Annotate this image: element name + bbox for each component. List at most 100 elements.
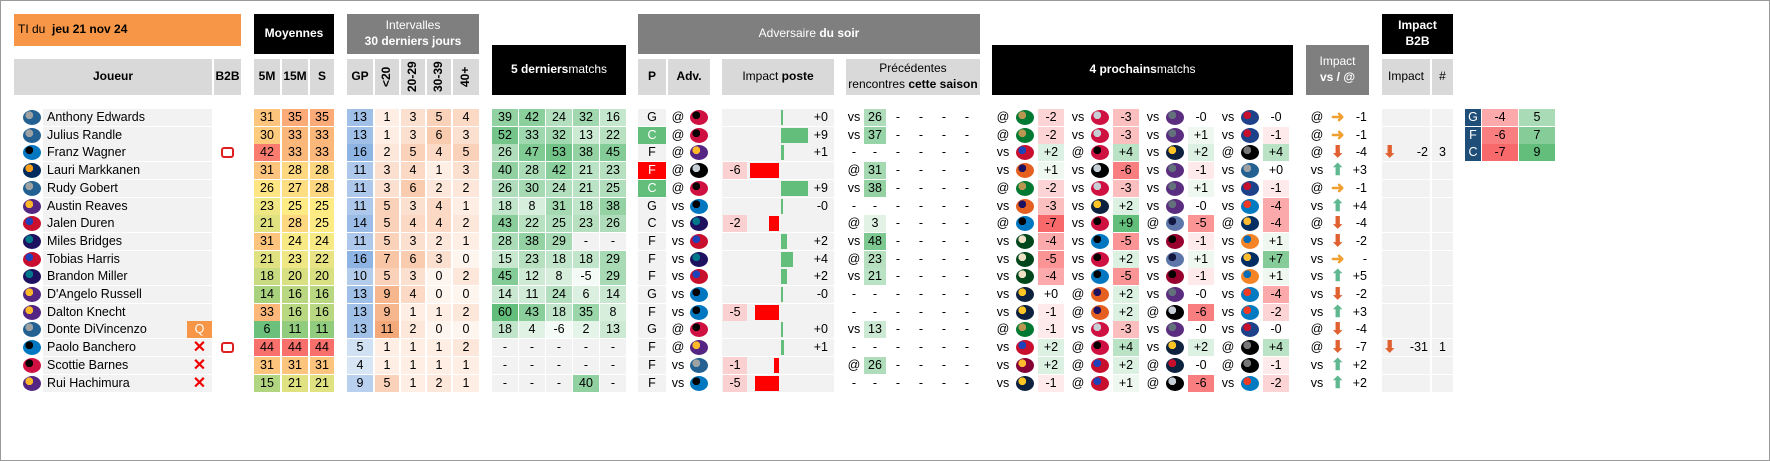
table-row[interactable]: Franz Wagner 42 33 33 16 2 5 4 5 26 47 53 38 45 F @ +1- -… xyxy=(1,144,1471,161)
last5-value: 43 xyxy=(492,215,518,232)
col-2029[interactable]: 20-29 xyxy=(401,59,425,95)
interval-3039: 1 xyxy=(427,304,451,321)
prev-loc: - xyxy=(851,376,857,390)
next-impact: -1 xyxy=(1263,127,1289,144)
prev-loc: - xyxy=(851,340,857,354)
player-name[interactable]: D'Angelo Russell xyxy=(43,286,212,303)
player-name[interactable]: Lauri Markkanen xyxy=(43,162,212,179)
prev-value: - xyxy=(964,287,970,301)
table-row[interactable]: Donte DiVincenzo Q 6 11 11 13 11 2 0 0 18 4 -6 2 13 G @ +… xyxy=(1,321,1471,338)
avg-5m: 23 xyxy=(254,198,280,215)
prev-value: 31 xyxy=(864,162,886,179)
up-arrow-icon: ⬆ xyxy=(1331,198,1345,215)
back-to-back-icon xyxy=(221,342,234,353)
col-p[interactable]: P xyxy=(638,59,666,95)
col-adv[interactable]: Adv. xyxy=(668,59,710,95)
lakers-logo-icon xyxy=(23,287,41,302)
next-loc: @ xyxy=(1071,305,1085,319)
col-15m[interactable]: 15M xyxy=(282,59,308,95)
ti-date-cell[interactable]: TI du jeu 21 nov 24 xyxy=(14,14,241,46)
avg-5m: 6 xyxy=(254,321,280,338)
impact-b2b-header: Impact B2B xyxy=(1382,14,1453,54)
pistons-logo-icon xyxy=(1016,340,1034,355)
b2b-cell xyxy=(214,233,241,250)
last5-value: - xyxy=(600,233,626,250)
player-name[interactable]: Dalton Knecht xyxy=(43,304,212,321)
table-row[interactable]: Anthony Edwards 31 35 35 13 1 3 5 4 39 42 24 32 16 G @ +… xyxy=(1,109,1471,126)
interval-40: 0 xyxy=(453,286,479,303)
player-name[interactable]: Miles Bridges xyxy=(43,233,212,250)
avg-season: 44 xyxy=(310,339,334,356)
interval-3039: 1 xyxy=(427,339,451,356)
last5-value: 26 xyxy=(600,215,626,232)
prev-value: - xyxy=(964,216,970,230)
last5-header: 5 derniers matchs xyxy=(492,45,626,95)
impact-poste-cell xyxy=(722,339,834,356)
pacers-logo-icon xyxy=(1241,252,1259,267)
player-name[interactable]: Julius Randle xyxy=(43,127,212,144)
avg-15m: 33 xyxy=(282,144,308,161)
col-hash[interactable]: # xyxy=(1432,59,1453,95)
out-icon: ✕ xyxy=(192,339,207,356)
table-row[interactable]: Rudy Gobert 26 27 28 11 3 6 2 2 26 30 24 21 25 C @ +9 vs 3… xyxy=(1,180,1471,197)
table-row[interactable]: Julius Randle 30 33 33 13 1 3 6 3 52 33 32 13 22 C @ +9 v… xyxy=(1,127,1471,144)
col-impact-poste[interactable]: Impact poste xyxy=(722,59,834,95)
prev-value: - xyxy=(895,181,901,195)
impact-vs-value: +5 xyxy=(1352,269,1367,283)
player-name[interactable]: Paolo Banchero xyxy=(43,339,212,356)
player-name[interactable]: Franz Wagner xyxy=(43,144,212,161)
prev-value: 38 xyxy=(864,180,886,197)
player-name[interactable]: Donte DiVincenzo xyxy=(43,321,212,338)
last5-value: - xyxy=(573,357,599,374)
col-lt20[interactable]: <20 xyxy=(375,59,399,95)
interval-lt20: 11 xyxy=(375,321,399,338)
col-3039[interactable]: 30-39 xyxy=(427,59,451,95)
player-name[interactable]: Rui Hachimura xyxy=(43,375,212,392)
rockets-logo-icon xyxy=(1091,181,1109,196)
last5-value: 24 xyxy=(546,109,572,126)
next-impact: -1 xyxy=(1038,375,1064,392)
col-5m[interactable]: 5M xyxy=(254,59,280,95)
last5-value: 32 xyxy=(573,109,599,126)
interval-lt20: 3 xyxy=(375,162,399,179)
player-name[interactable]: Brandon Miller xyxy=(43,268,212,285)
impact-vs-loc: @ xyxy=(1310,110,1324,124)
next-impact: +2 xyxy=(1038,357,1064,374)
player-name[interactable]: Jalen Duren xyxy=(43,215,212,232)
impact-poste-cell xyxy=(722,109,834,126)
table-row[interactable]: Paolo Banchero ✕ 44 44 44 5 1 1 1 2- - - - - F @ +1- - - - -… xyxy=(1,339,1471,356)
player-name[interactable]: Tobias Harris xyxy=(43,251,212,268)
player-name[interactable]: Rudy Gobert xyxy=(43,180,212,197)
table-row[interactable]: Lauri Markkanen 31 28 28 11 3 4 1 3 40 28 42 21 23 F @ -… xyxy=(1,162,1471,179)
col-s[interactable]: S xyxy=(310,59,334,95)
next-impact: +1 xyxy=(1188,180,1214,197)
col-precedentes[interactable]: Précédentes rencontres cette saison xyxy=(846,59,980,95)
player-name[interactable]: Scottie Barnes xyxy=(43,357,212,374)
col-impact[interactable]: Impact xyxy=(1382,59,1430,95)
next-impact: -5 xyxy=(1038,251,1064,268)
col-40[interactable]: 40+ xyxy=(453,59,479,95)
col-joueur[interactable]: Joueur xyxy=(14,59,212,95)
next-impact: -5 xyxy=(1113,268,1139,285)
next-loc: vs xyxy=(1071,234,1085,248)
kings-logo-icon xyxy=(1166,128,1184,143)
next-impact: -0 xyxy=(1195,358,1207,372)
impact-vs-loc: vs xyxy=(1310,252,1324,266)
interval-2029: 6 xyxy=(401,180,425,197)
player-name[interactable]: Anthony Edwards xyxy=(43,109,212,126)
player-name[interactable]: Austin Reaves xyxy=(43,198,212,215)
prev-value: - xyxy=(895,358,901,372)
col-b2b[interactable]: B2B xyxy=(214,59,241,95)
col-gp[interactable]: GP xyxy=(347,59,373,95)
down-arrow-icon: ⬇ xyxy=(1331,286,1345,303)
down-arrow-icon: ⬇ xyxy=(1331,144,1345,161)
